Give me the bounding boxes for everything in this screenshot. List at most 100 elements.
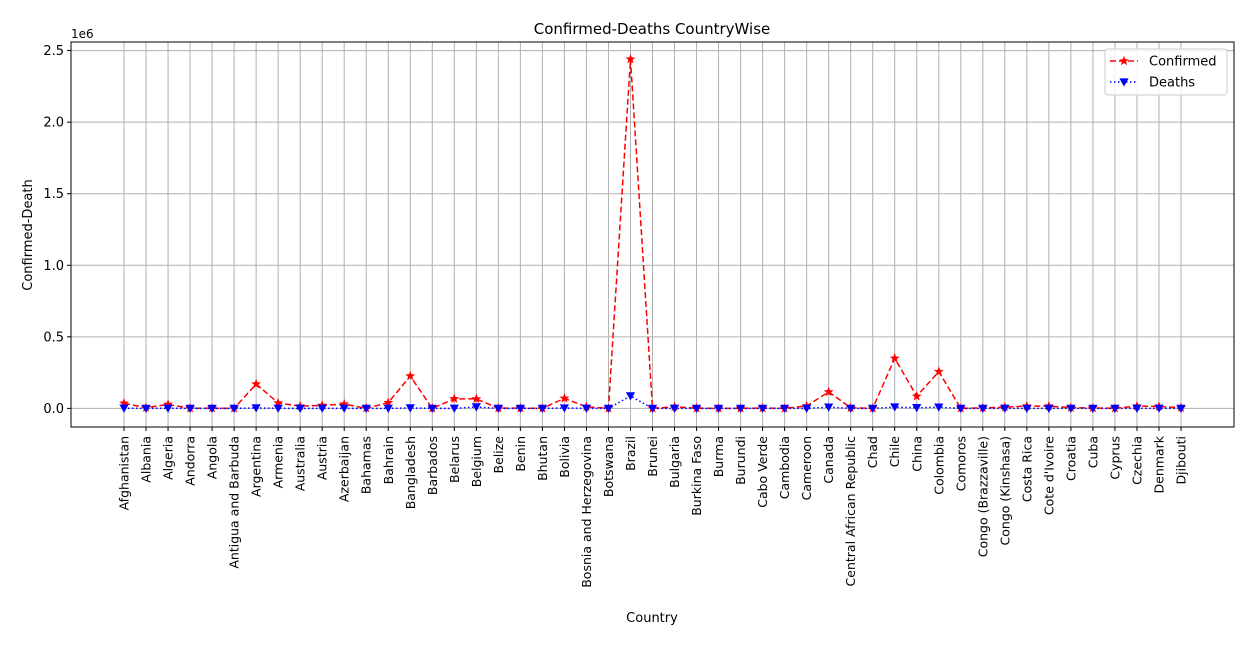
point-deaths-cameroon xyxy=(802,404,812,413)
point-deaths-angola xyxy=(207,404,217,413)
x-tick-label-belize: Belize xyxy=(491,436,506,474)
point-confirmed-belarus xyxy=(449,393,460,404)
point-deaths-bangladesh xyxy=(405,404,415,413)
point-deaths-cabo-verde xyxy=(758,404,768,413)
x-tick-label-cameroon: Cameroon xyxy=(799,436,814,500)
point-deaths-antigua-and-barbuda xyxy=(229,404,239,413)
x-tick-label-brazil: Brazil xyxy=(623,436,638,471)
point-confirmed-afghanistan xyxy=(119,398,129,408)
x-tick-label-belarus: Belarus xyxy=(447,436,462,483)
x-tick-label-cambodia: Cambodia xyxy=(777,436,792,499)
point-deaths-algeria xyxy=(163,404,173,413)
point-deaths-congo-kinshasa xyxy=(1000,404,1010,413)
x-tick-label-antigua-and-barbuda: Antigua and Barbuda xyxy=(227,436,242,569)
point-deaths-bolivia xyxy=(559,404,570,413)
point-confirmed-brazil xyxy=(625,53,636,64)
legend: Confirmed Deaths xyxy=(1104,48,1228,96)
point-deaths-barbados xyxy=(427,404,437,413)
point-confirmed-belgium xyxy=(471,393,482,404)
point-deaths-azerbaijan xyxy=(339,404,349,413)
axis-layer: 0.0 0.5 1.0 1.5 2.0 2.5 Afghanistan Albania Alge… xyxy=(43,44,1188,588)
point-deaths-cote-d-ivoire xyxy=(1044,404,1054,413)
grid-layer xyxy=(71,42,1234,427)
point-deaths-bhutan xyxy=(537,404,547,413)
x-tick-label-belgium: Belgium xyxy=(469,436,484,487)
x-tick-label-congo-kinshasa: Congo (Kinshasa) xyxy=(997,436,1012,545)
x-tick-label-burkina-faso: Burkina Faso xyxy=(689,436,704,516)
chart-title: Confirmed-Deaths CountryWise xyxy=(534,20,771,38)
x-tick-label-bulgaria: Bulgaria xyxy=(667,436,682,488)
point-deaths-albania xyxy=(141,404,151,413)
point-deaths-china xyxy=(912,404,922,413)
x-tick-label-botswana: Botswana xyxy=(601,436,616,497)
x-tick-label-denmark: Denmark xyxy=(1151,435,1166,493)
y-tick-label: 2.0 xyxy=(43,116,64,131)
point-deaths-bulgaria xyxy=(669,404,680,413)
point-deaths-brunei xyxy=(647,404,658,413)
x-tick-label-chile: Chile xyxy=(887,436,902,468)
point-deaths-belarus xyxy=(449,404,459,413)
y-tick-label: 0.0 xyxy=(43,402,64,417)
point-deaths-belize xyxy=(493,404,503,413)
point-deaths-belgium xyxy=(471,403,481,412)
point-confirmed-canada xyxy=(823,386,834,397)
point-deaths-burundi xyxy=(735,404,746,413)
x-tick-label-albania: Albania xyxy=(139,436,154,483)
point-confirmed-bolivia xyxy=(559,393,570,403)
y-tick-label: 1.5 xyxy=(43,187,64,202)
x-tick-label-brunei: Brunei xyxy=(645,436,660,477)
y-axis-label: Confirmed-Death xyxy=(21,179,36,291)
point-deaths-austria xyxy=(317,404,327,413)
x-axis-label: Country xyxy=(626,611,678,626)
x-tick-label-azerbaijan: Azerbaijan xyxy=(337,436,352,502)
x-tick-label-cyprus: Cyprus xyxy=(1107,436,1122,480)
y-tick-label: 1.0 xyxy=(43,259,64,274)
point-deaths-argentina xyxy=(251,404,261,413)
x-tick-label-bhutan: Bhutan xyxy=(535,436,550,481)
point-deaths-czechia xyxy=(1132,404,1142,413)
point-deaths-bosnia-and-herzegovina xyxy=(581,404,592,413)
x-tick-label-bahrain: Bahrain xyxy=(381,436,396,484)
x-tick-label-bangladesh: Bangladesh xyxy=(403,436,418,509)
point-confirmed-bangladesh xyxy=(405,370,416,381)
x-tick-label-barbados: Barbados xyxy=(425,436,440,495)
point-deaths-croatia xyxy=(1066,404,1076,413)
point-deaths-andorra xyxy=(185,404,195,413)
point-deaths-denmark xyxy=(1154,404,1164,413)
point-confirmed-colombia xyxy=(933,366,944,376)
x-tick-label-czechia: Czechia xyxy=(1129,436,1144,485)
series-layer xyxy=(119,53,1186,413)
x-tick-label-bolivia: Bolivia xyxy=(557,436,572,478)
legend-deaths-marker xyxy=(1119,78,1129,87)
y-tick-label: 2.5 xyxy=(43,44,64,59)
x-tick-label-china: China xyxy=(909,436,924,472)
point-deaths-canada xyxy=(824,403,834,412)
point-deaths-cuba xyxy=(1088,404,1098,413)
x-tick-label-croatia: Croatia xyxy=(1063,436,1078,481)
x-tick-label-canada: Canada xyxy=(821,436,836,484)
point-deaths-congo-brazzaville xyxy=(978,404,988,413)
point-deaths-bahamas xyxy=(361,404,371,413)
x-tick-label-armenia: Armenia xyxy=(271,436,286,488)
x-tick-label-bosnia-and-herzegovina: Bosnia and Herzegovina xyxy=(579,436,594,588)
y-scale-label: 1e6 xyxy=(71,27,94,41)
point-confirmed-china xyxy=(911,391,922,401)
point-deaths-comoros xyxy=(956,404,966,413)
point-deaths-brazil xyxy=(625,392,636,401)
point-confirmed-azerbaijan xyxy=(339,398,350,409)
x-tick-label-cabo-verde: Cabo Verde xyxy=(755,436,770,508)
legend-deaths-label: Deaths xyxy=(1149,76,1195,91)
x-tick-label-comoros: Comoros xyxy=(953,436,968,491)
point-deaths-armenia xyxy=(273,404,283,413)
x-tick-label-cuba: Cuba xyxy=(1085,436,1100,468)
x-tick-label-algeria: Algeria xyxy=(161,436,176,480)
point-confirmed-chile xyxy=(889,353,900,363)
x-tick-label-austria: Austria xyxy=(315,436,330,480)
x-tick-label-burundi: Burundi xyxy=(733,436,748,485)
point-confirmed-armenia xyxy=(273,397,284,408)
x-tick-label-cote-d-ivoire: Cote d'Ivoire xyxy=(1041,436,1056,515)
x-tick-label-andorra: Andorra xyxy=(183,436,198,486)
point-deaths-chad xyxy=(868,404,878,413)
point-deaths-central-african-republic xyxy=(846,404,856,413)
